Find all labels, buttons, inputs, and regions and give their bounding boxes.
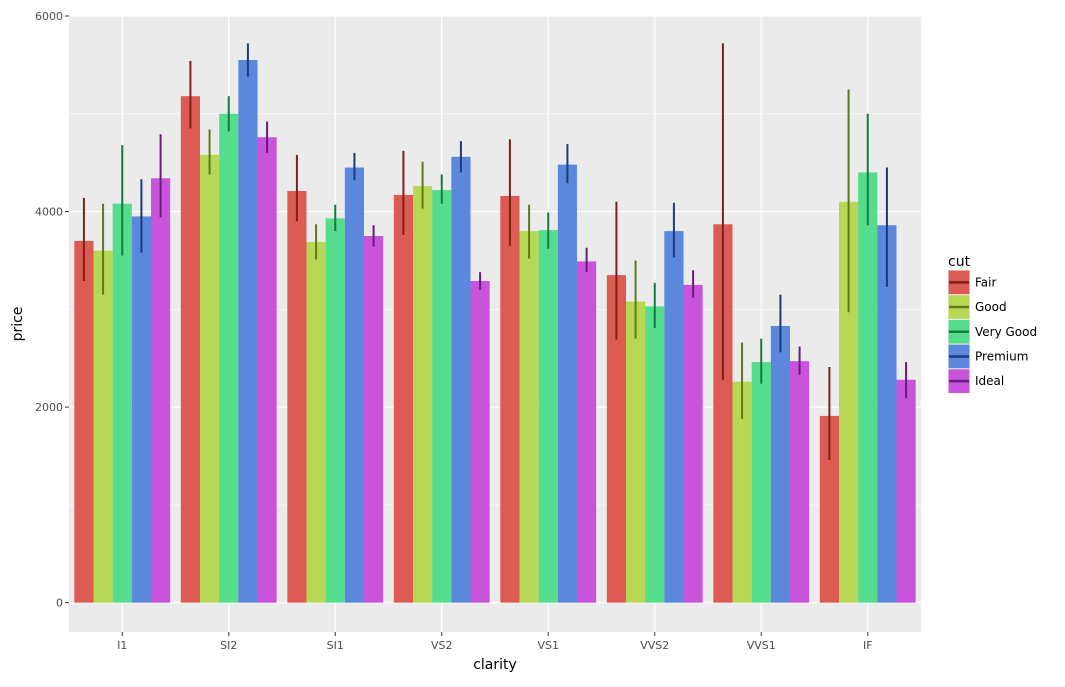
legend-label: Ideal [975,374,1004,388]
bar [896,379,916,603]
x-tick-label: SI1 [327,639,344,652]
bar [470,280,490,603]
y-axis-title: price [10,307,26,342]
x-tick-label: SI2 [220,639,237,652]
bar [683,284,703,603]
bar [770,325,791,603]
bar [325,218,345,603]
x-tick-label: VS2 [431,639,453,652]
bar [180,96,200,603]
bar [500,195,520,603]
bar [287,191,307,603]
bar [257,137,277,603]
y-tick-label: 2000 [35,401,63,414]
bar [645,306,665,603]
y-tick-label: 4000 [35,206,63,219]
bar [364,236,384,603]
bar [577,261,597,603]
x-tick-label: VVS1 [747,639,776,652]
bar [344,167,365,603]
bar [713,224,733,603]
bar [93,250,113,603]
bar [519,231,539,603]
y-tick-label: 0 [56,597,63,610]
bar [858,172,878,603]
bar [732,381,752,603]
x-tick-label: VVS2 [640,639,669,652]
bar [538,230,558,603]
legend-label: Very Good [975,325,1037,339]
legend-title: cut [948,254,971,270]
bar [606,275,626,603]
bar [112,203,132,603]
bar [877,225,897,603]
bar [557,164,578,603]
bar [819,415,839,603]
bar [238,60,258,603]
bar [74,240,94,603]
bar [451,156,471,603]
legend-label: Premium [975,349,1028,363]
legend-label: Good [975,300,1007,314]
x-tick-label: IF [863,639,873,652]
bar [131,216,152,603]
bar [151,178,171,603]
bar [412,186,433,603]
bar [306,241,326,603]
x-axis-title: clarity [473,657,517,673]
bar [751,362,771,603]
bar [838,201,859,603]
bar [432,190,452,603]
bar [790,361,810,603]
bar [664,231,684,603]
bar [219,113,239,603]
legend-label: Fair [975,275,996,289]
y-tick-label: 6000 [35,10,63,23]
x-tick-label: VS1 [537,639,559,652]
x-tick-label: I1 [117,639,127,652]
bar [199,154,220,603]
bar [625,301,646,603]
bar [393,194,413,603]
